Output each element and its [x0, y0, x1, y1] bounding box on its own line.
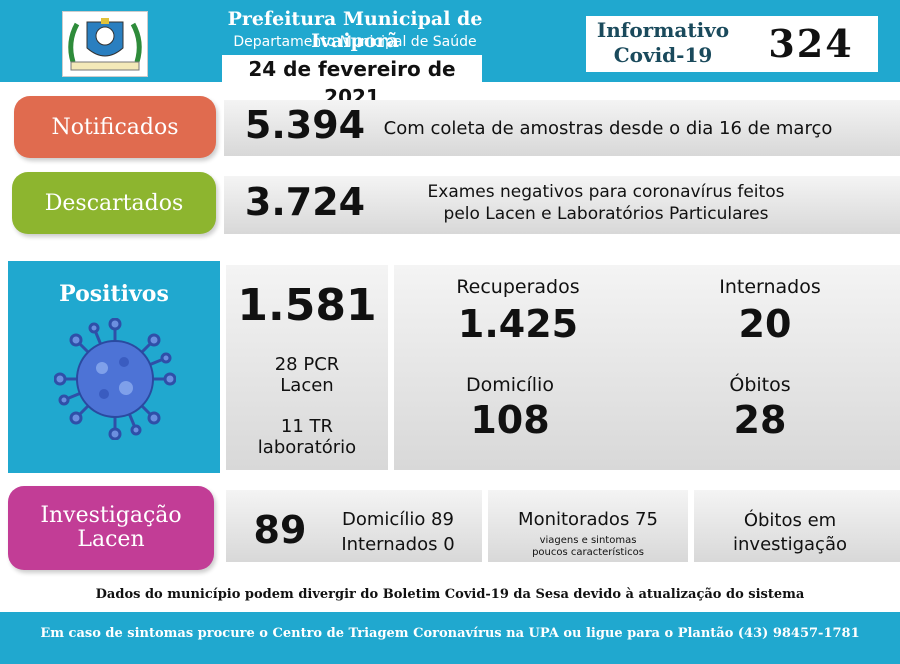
- positivos-tr-line2: laboratório: [257, 437, 357, 458]
- domicilio-label: Domicílio: [466, 374, 554, 396]
- monitorados-note-line2: poucos característicos: [532, 547, 644, 558]
- descartados-value: 3.724: [244, 180, 366, 224]
- positivos-label: Positivos: [59, 281, 169, 307]
- monitorados-note-line1: viagens e sintomas: [539, 535, 637, 546]
- obitos-value: 28: [733, 398, 787, 442]
- positivos-tr-line1: 11 TR: [280, 416, 334, 437]
- positivos-pcr-line2: Lacen: [280, 375, 334, 396]
- domicilio-value: 108: [470, 398, 550, 442]
- descartados-description-line1: Exames negativos para coronavírus feitos: [427, 182, 785, 202]
- virus-icon: [54, 318, 176, 440]
- obitos-label: Óbitos: [729, 374, 791, 396]
- obitos-investigacao-line2: investigação: [733, 534, 847, 555]
- investigacao-label-line2: Lacen: [77, 527, 145, 552]
- municipality-title: Prefeitura Municipal de Ivaiporã: [227, 8, 483, 52]
- notificados-bar: [224, 100, 900, 156]
- municipal-logo: [62, 11, 148, 77]
- bulletin-label: Informativo Covid-19: [596, 18, 730, 67]
- notificados-value: 5.394: [244, 103, 366, 147]
- notificados-label: Notificados: [14, 96, 216, 158]
- descartados-bar: [224, 176, 900, 234]
- bulletin-date: 24 de fevereiro de 2021: [222, 55, 482, 109]
- notificados-description: Com coleta de amostras desde o dia 16 de…: [383, 118, 833, 139]
- descartados-label: Descartados: [12, 172, 216, 234]
- positivos-pcr-line1: 28 PCR: [274, 354, 340, 375]
- recuperados-value: 1.425: [457, 302, 579, 346]
- positivos-breakdown-panel: [394, 265, 900, 470]
- monitorados-panel: [488, 490, 688, 562]
- investigacao-domicilio: Domicílio 89: [342, 509, 454, 530]
- data-disclaimer: Dados do município podem divergir do Bol…: [95, 587, 805, 602]
- monitorados-value: Monitorados 75: [518, 509, 658, 530]
- recuperados-label: Recuperados: [456, 276, 580, 298]
- internados-label: Internados: [719, 276, 821, 298]
- positivos-value: 1.581: [237, 280, 377, 331]
- investigacao-value: 89: [253, 508, 307, 552]
- department-subtitle: Departamento Municipal de Saúde: [233, 34, 477, 50]
- internados-value: 20: [738, 302, 792, 346]
- investigacao-internados: Internados 0: [341, 534, 455, 555]
- investigacao-total-panel: [226, 490, 482, 562]
- investigacao-label: Investigação Lacen: [8, 486, 214, 570]
- footer-contact: Em caso de sintomas procure o Centro de …: [40, 626, 860, 641]
- obitos-investigacao-line1: Óbitos em: [743, 510, 837, 531]
- obitos-investigacao-panel: [694, 490, 900, 562]
- investigacao-label-line1: Investigação: [40, 503, 182, 528]
- footer-banner: [0, 612, 900, 664]
- bulletin-number: 324: [768, 21, 854, 66]
- coat-of-arms-icon: [68, 18, 142, 71]
- bulletin-info-box: [586, 16, 878, 72]
- descartados-description-line2: pelo Lacen e Laboratórios Particulares: [443, 204, 769, 224]
- positivos-total-panel: [226, 265, 388, 470]
